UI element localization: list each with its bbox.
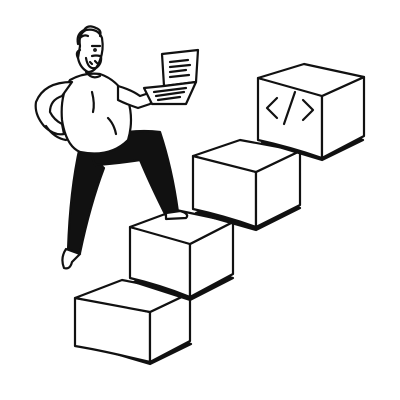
stair-cube-1 xyxy=(73,278,193,366)
person-beard xyxy=(84,54,103,70)
person-back-shoe xyxy=(61,247,82,270)
person-left-arm xyxy=(34,80,74,136)
person-torso xyxy=(60,72,133,155)
stair-cube-4 xyxy=(256,62,366,162)
person-figure xyxy=(34,25,200,270)
laptop-icon xyxy=(142,48,200,106)
code-brackets-icon xyxy=(265,90,315,126)
stair-cube-2 xyxy=(128,208,235,302)
person-hair xyxy=(76,25,102,46)
stair-cube-3 xyxy=(191,138,302,232)
person-front-shoe xyxy=(164,209,189,221)
